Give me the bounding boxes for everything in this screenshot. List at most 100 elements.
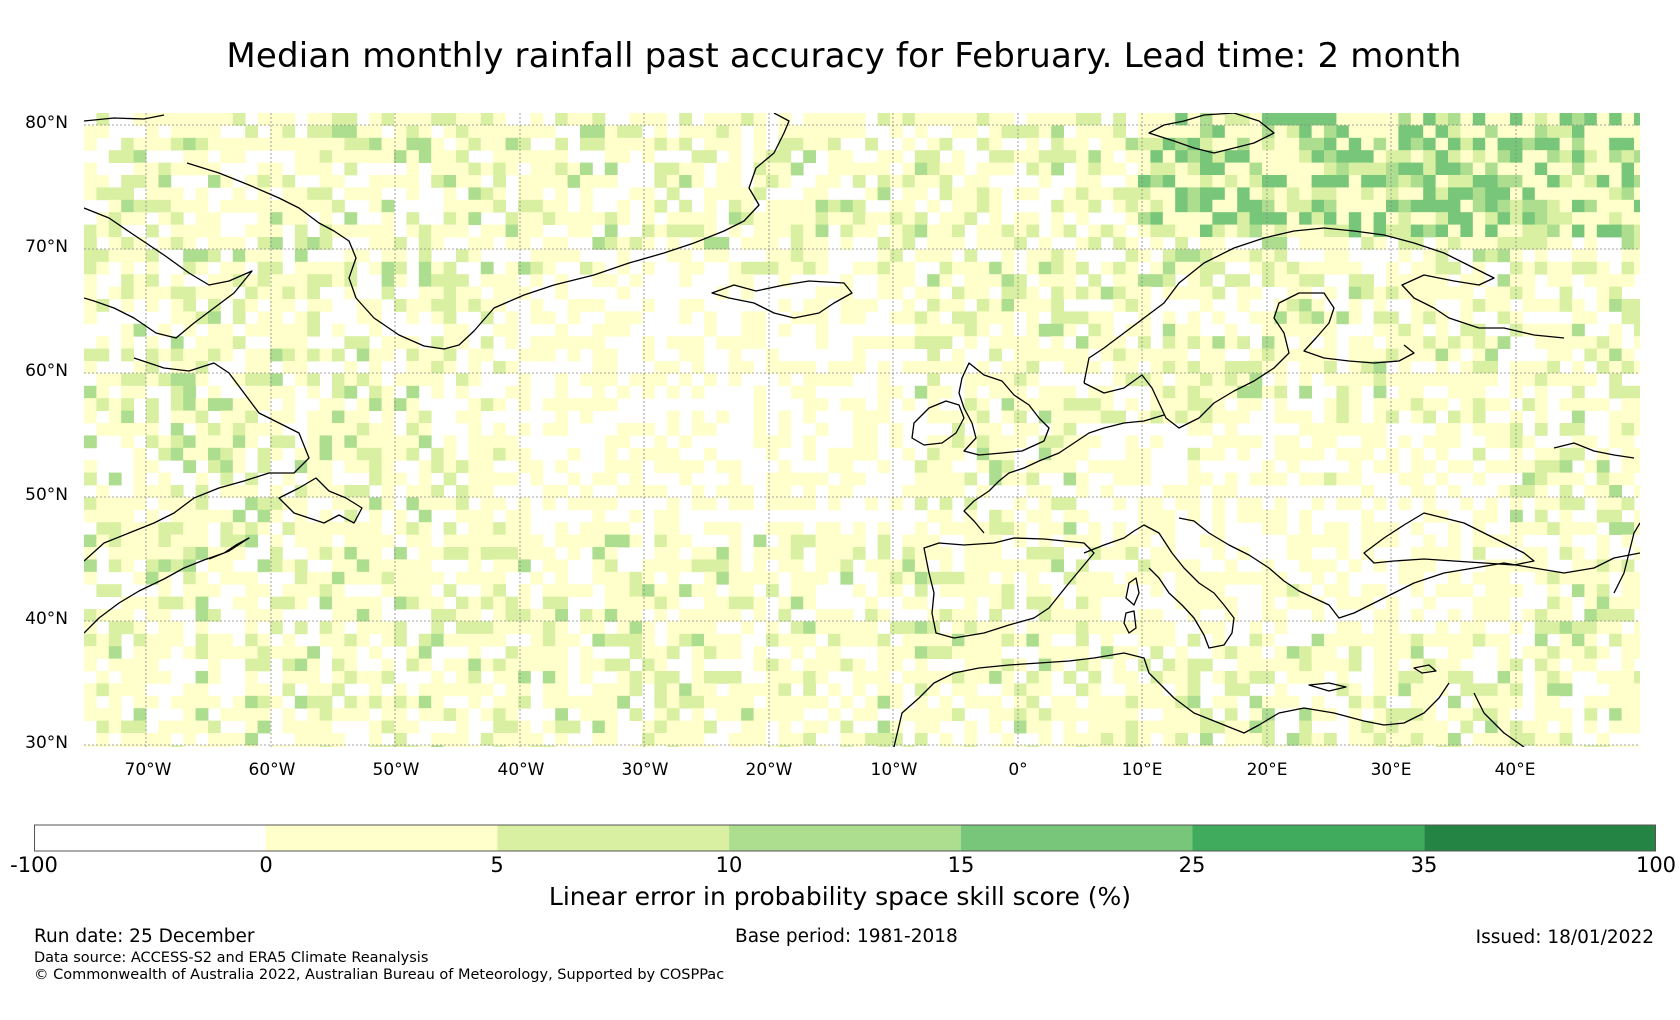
- grid-cell: [1410, 175, 1424, 188]
- grid-cell: [369, 199, 382, 213]
- grid-cell: [121, 733, 134, 746]
- rainfall-skill-map: [84, 113, 1640, 747]
- grid-cell: [1348, 274, 1362, 287]
- grid-cell: [1621, 187, 1635, 201]
- grid-cell: [1485, 609, 1498, 622]
- grid-cell: [282, 671, 296, 684]
- grid-cell: [1212, 509, 1226, 523]
- grid-cell: [493, 150, 506, 163]
- grid-cell: [1262, 323, 1275, 337]
- grid-cell: [604, 609, 618, 622]
- grid-cell: [1088, 199, 1102, 213]
- grid-cell: [1224, 187, 1238, 201]
- grid-cell: [1435, 336, 1449, 349]
- grid-cell: [604, 150, 618, 163]
- grid-cell: [381, 485, 395, 498]
- grid-cell: [1472, 125, 1486, 139]
- grid-cell: [976, 237, 990, 250]
- grid-cell: [1534, 708, 1548, 721]
- grid-cell: [1286, 410, 1300, 424]
- grid-cell: [555, 621, 568, 635]
- grid-cell: [766, 237, 779, 250]
- grid-cell: [1373, 646, 1387, 659]
- grid-cell: [939, 485, 953, 498]
- grid-cell: [803, 199, 816, 213]
- grid-cell: [890, 224, 903, 238]
- grid-cell: [666, 559, 680, 573]
- grid-cell: [877, 175, 891, 188]
- grid-cell: [852, 708, 866, 721]
- grid-cell: [1051, 547, 1064, 560]
- grid-cell: [319, 237, 333, 250]
- grid-cell: [704, 522, 717, 535]
- grid-cell: [1460, 187, 1474, 201]
- grid-cell: [1373, 423, 1387, 436]
- grid-cell: [704, 311, 717, 325]
- grid-cell: [877, 249, 891, 263]
- grid-cell: [1547, 683, 1560, 697]
- grid-cell: [890, 175, 903, 188]
- grid-cell: [964, 695, 978, 709]
- grid-cell: [1014, 708, 1027, 721]
- grid-cell: [1088, 695, 1102, 709]
- grid-cell: [617, 199, 630, 213]
- grid-cell: [530, 274, 544, 287]
- grid-cell: [1125, 348, 1139, 362]
- grid-cell: [1262, 311, 1275, 325]
- grid-cell: [1373, 150, 1387, 163]
- grid-cell: [170, 633, 184, 647]
- grid-cell: [976, 323, 990, 337]
- grid-cell: [580, 646, 593, 659]
- grid-cell: [865, 447, 878, 461]
- grid-cell: [245, 286, 258, 300]
- grid-cell: [96, 683, 110, 697]
- grid-cell: [1150, 137, 1164, 151]
- grid-cell: [1026, 286, 1040, 300]
- grid-cell: [1299, 113, 1312, 126]
- grid-cell: [146, 509, 159, 523]
- grid-cell: [220, 150, 234, 163]
- grid-cell: [133, 633, 147, 647]
- grid-cell: [505, 621, 519, 635]
- grid-cell: [989, 385, 1002, 399]
- grid-cell: [1410, 646, 1424, 659]
- grid-cell: [183, 162, 196, 176]
- grid-cell: [170, 162, 184, 176]
- grid-cell: [108, 224, 122, 238]
- grid-cell: [1237, 137, 1250, 151]
- grid-cell: [319, 423, 333, 436]
- grid-cell: [431, 497, 444, 511]
- grid-cell: [1485, 745, 1498, 747]
- grid-cell: [468, 633, 482, 647]
- grid-cell: [84, 646, 97, 659]
- grid-cell: [902, 212, 916, 225]
- grid-cell: [220, 559, 234, 573]
- grid-cell: [170, 485, 184, 498]
- grid-cell: [790, 559, 804, 573]
- grid-cell: [828, 113, 841, 126]
- grid-cell: [580, 522, 593, 535]
- grid-cell: [778, 261, 792, 275]
- grid-cell: [716, 485, 730, 498]
- grid-cell: [1336, 212, 1350, 225]
- grid-cell: [518, 125, 531, 139]
- grid-cell: [1113, 733, 1126, 746]
- grid-cell: [1274, 137, 1288, 151]
- grid-cell: [654, 224, 668, 238]
- grid-cell: [778, 708, 792, 721]
- grid-cell: [617, 423, 630, 436]
- grid-cell: [1361, 733, 1374, 746]
- grid-cell: [1621, 199, 1635, 213]
- grid-cell: [1448, 633, 1461, 647]
- grid-cell: [840, 199, 854, 213]
- grid-cell: [1572, 410, 1585, 424]
- grid-cell: [431, 162, 444, 176]
- grid-cell: [282, 323, 296, 337]
- grid-cell: [604, 447, 618, 461]
- grid-cell: [592, 125, 606, 139]
- grid-cell: [369, 361, 382, 374]
- grid-cell: [158, 720, 172, 734]
- grid-cell: [654, 695, 668, 709]
- grid-cell: [1125, 534, 1139, 548]
- grid-cell: [1336, 671, 1350, 684]
